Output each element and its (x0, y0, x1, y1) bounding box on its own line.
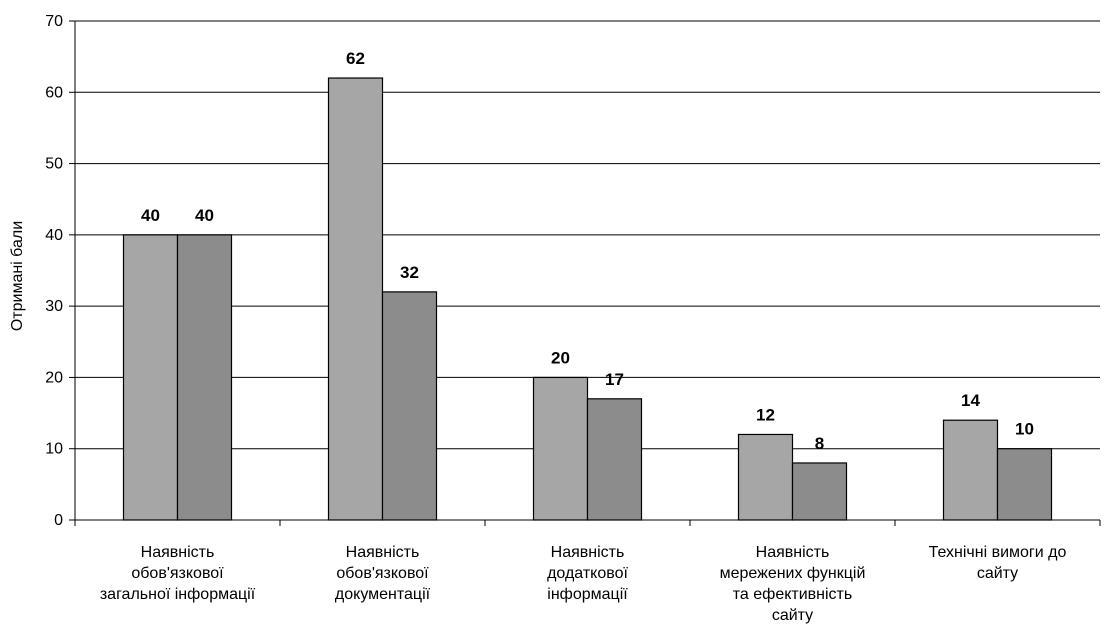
value-labels: 40 40 62 32 20 17 12 8 14 10 (141, 49, 1034, 453)
y-tick-label: 0 (54, 512, 63, 529)
y-tick-label: 50 (45, 156, 63, 173)
x-category-label: Наявність додаткової інформації (547, 544, 628, 603)
data-label: 40 (141, 206, 160, 225)
y-tick-label: 10 (45, 441, 63, 458)
bar (737, 433, 794, 521)
data-label: 62 (346, 49, 365, 68)
x-category-label: Наявність мережених функцій та ефективніст… (720, 544, 866, 624)
data-label: 10 (1015, 420, 1034, 439)
y-tick-label: 60 (45, 84, 63, 101)
bar (996, 448, 1053, 521)
bar (532, 376, 589, 521)
y-tick-label: 70 (45, 13, 63, 30)
bar (176, 234, 233, 521)
y-axis-title: Отримані бали (9, 221, 26, 331)
bar (122, 234, 179, 521)
data-label: 14 (961, 391, 980, 410)
data-label: 40 (195, 206, 214, 225)
bar (791, 462, 848, 521)
bar (327, 77, 384, 521)
x-category-label: Наявність обов'язкової загальної інформаці… (100, 544, 256, 603)
x-category-label: Наявність обов'язкової документації (335, 544, 431, 603)
x-category-label: Технічні вимоги до сайту (929, 544, 1067, 582)
y-tick-label: 40 (45, 227, 63, 244)
bar (586, 398, 643, 521)
data-label: 12 (756, 405, 775, 424)
axes: 0 10 20 30 40 50 60 70 Наявність обов'язкової зага… (45, 13, 1101, 624)
data-label: 17 (605, 370, 624, 389)
y-tick-label: 20 (45, 369, 63, 386)
data-label: 8 (815, 434, 824, 453)
y-tick-label: 30 (45, 298, 63, 315)
bar (942, 419, 999, 521)
data-label: 20 (551, 348, 570, 367)
bar (381, 291, 438, 521)
data-label: 32 (400, 263, 419, 282)
